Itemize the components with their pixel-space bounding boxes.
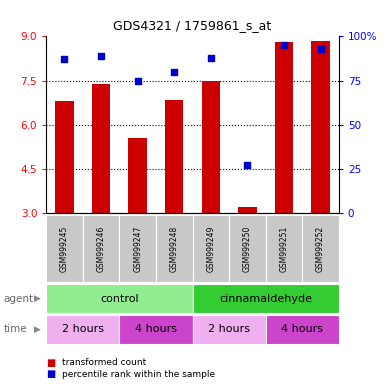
Text: ■: ■ xyxy=(46,358,55,368)
Text: ▶: ▶ xyxy=(34,325,41,334)
Text: GDS4321 / 1759861_s_at: GDS4321 / 1759861_s_at xyxy=(113,19,272,32)
Bar xyxy=(46,284,192,313)
Bar xyxy=(275,42,293,213)
Bar xyxy=(311,41,330,213)
Bar xyxy=(46,315,119,344)
Point xyxy=(61,56,68,63)
Bar xyxy=(192,315,266,344)
Bar xyxy=(55,101,74,213)
Text: GSM999245: GSM999245 xyxy=(60,225,69,272)
Bar xyxy=(156,215,192,282)
Bar xyxy=(238,207,256,213)
Point xyxy=(171,69,177,75)
Text: 2 hours: 2 hours xyxy=(208,324,250,334)
Text: time: time xyxy=(4,324,27,334)
Text: percentile rank within the sample: percentile rank within the sample xyxy=(62,370,215,379)
Point xyxy=(98,53,104,59)
Bar xyxy=(302,215,339,282)
Bar xyxy=(192,215,229,282)
Text: GSM999246: GSM999246 xyxy=(97,225,105,272)
Text: transformed count: transformed count xyxy=(62,358,146,367)
Point xyxy=(208,55,214,61)
Bar xyxy=(46,215,83,282)
Text: 2 hours: 2 hours xyxy=(62,324,104,334)
Bar xyxy=(119,215,156,282)
Text: GSM999252: GSM999252 xyxy=(316,225,325,272)
Text: GSM999250: GSM999250 xyxy=(243,225,252,272)
Bar xyxy=(266,215,302,282)
Bar xyxy=(129,138,147,213)
Bar xyxy=(83,215,119,282)
Bar xyxy=(266,315,339,344)
Bar xyxy=(229,215,266,282)
Point xyxy=(281,42,287,48)
Text: GSM999251: GSM999251 xyxy=(280,225,288,272)
Point xyxy=(244,162,251,169)
Bar xyxy=(92,84,110,213)
Text: GSM999249: GSM999249 xyxy=(206,225,215,272)
Text: 4 hours: 4 hours xyxy=(281,324,323,334)
Text: ▶: ▶ xyxy=(34,294,41,303)
Bar xyxy=(202,81,220,213)
Point xyxy=(318,46,324,52)
Text: GSM999248: GSM999248 xyxy=(170,225,179,272)
Text: ■: ■ xyxy=(46,369,55,379)
Text: cinnamaldehyde: cinnamaldehyde xyxy=(219,293,312,304)
Point xyxy=(135,78,141,84)
Text: GSM999247: GSM999247 xyxy=(133,225,142,272)
Bar xyxy=(119,315,192,344)
Text: agent: agent xyxy=(4,293,34,304)
Text: 4 hours: 4 hours xyxy=(135,324,177,334)
Text: control: control xyxy=(100,293,139,304)
Bar xyxy=(165,100,183,213)
Bar xyxy=(192,284,339,313)
